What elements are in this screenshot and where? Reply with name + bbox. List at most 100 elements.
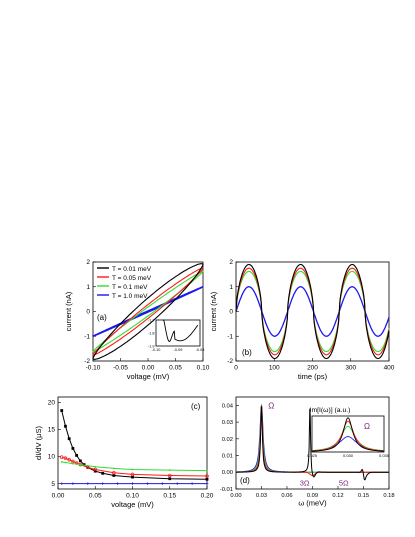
panel-d-label: (d)	[240, 476, 250, 485]
panel-b-xtick-label: 400	[384, 365, 395, 372]
panel-b-label: (b)	[242, 348, 252, 357]
panel-c-ytick-label: 10	[48, 454, 56, 461]
panel-c-point-blue	[86, 482, 90, 485]
panel-d-annotation-omega: Ω	[268, 402, 274, 411]
panel-b-xtick-label: 300	[345, 365, 356, 372]
panel-a-xtick-label: 0.05	[169, 365, 182, 372]
panel-c-xtick-label: 0.00	[52, 493, 65, 500]
panel-b-chart: 0 100 200 300 400 -2 -1 0 1 2 time (ps) current (nA…	[209, 259, 395, 381]
panel-c-point-green	[72, 462, 74, 465]
panel-b-series-blue	[235, 286, 390, 337]
panel-d-inset-series-black	[312, 417, 384, 452]
panel-c-line-green	[61, 461, 208, 472]
panel-b-ytick-label: 0	[229, 309, 233, 316]
panel-b-xtick-label: 100	[269, 365, 280, 372]
panel-c-point-green	[64, 461, 67, 464]
panel-c-chart: 0.00 0.05 0.10 0.15 0.20 5 10 15 20 voltage (mV) d…	[34, 396, 214, 509]
panel-c-xtick-label: 0.10	[126, 493, 139, 500]
panel-c-point-black	[205, 477, 209, 481]
panel-a-inset-ytick-label: -1.7	[148, 318, 155, 322]
panel-c-label: (c)	[191, 402, 201, 411]
panel-c-point-black	[78, 459, 82, 463]
panel-c-point-green	[60, 461, 63, 463]
panel-c-point-black	[131, 475, 134, 479]
panel-d-ytick-label: -0.01	[220, 487, 233, 493]
panel-c-point-blue	[205, 482, 209, 485]
panel-b-ylabel: current (nA)	[209, 291, 218, 331]
panel-c-point-green	[86, 464, 89, 467]
panel-d-ytick-label: 0.00	[222, 470, 233, 476]
panel-d-chart: 0.00 0.03 0.06 0.09 0.12 0.15 0.18-0.010.000.0…	[220, 396, 395, 508]
panel-d-inset-xtick-label: 0.035	[379, 453, 390, 458]
panel-b-series-green	[235, 270, 390, 353]
panel-b-xlabel: time (ps)	[298, 372, 328, 381]
panel-d-inset-xtick-label: 0.030	[343, 453, 354, 458]
panel-d-annotation-5omega: 5Ω	[339, 479, 349, 488]
panel-d-xtick-label: 0.00	[230, 493, 241, 499]
panel-a-xtick-label: -0.05	[113, 365, 128, 372]
panel-a-ytick-label: 0	[86, 309, 90, 316]
panel-d-inset-series-red	[312, 420, 384, 452]
panel-c-point-red	[93, 467, 97, 472]
panel-c-point-blue	[116, 482, 119, 485]
panel-a-series-blue	[92, 285, 204, 338]
panel-c-point-blue	[190, 482, 194, 485]
panel-c-point-blue	[71, 482, 75, 485]
panel-c-line-red	[61, 456, 208, 477]
panel-d-inset-title: Im[I(ω)] (a.u.)	[310, 407, 351, 414]
panel-d-inset-series-green	[311, 425, 385, 452]
panel-c-point-black	[60, 409, 64, 412]
panel-d-xlabel: ω (meV)	[298, 499, 327, 508]
panel-b-ytick-label: 1	[229, 284, 233, 291]
panel-a-inset-xtick-label: -0.10	[152, 348, 161, 352]
panel-a-inset-ytick-label: -1.9	[148, 344, 155, 348]
panel-b-xtick-label: 200	[307, 365, 318, 372]
panel-b-frame	[235, 261, 390, 362]
panel-d-xtick-label: 0.15	[358, 493, 369, 499]
panel-a-xtick-label: 0.00	[142, 365, 155, 372]
panel-b-ytick-label: 2	[229, 259, 233, 266]
panel-c-point-black	[82, 463, 86, 467]
panel-b-ytick-label: -1	[227, 333, 233, 340]
panel-b-ytick-label: -2	[227, 358, 233, 365]
panel-a-inset-curve	[162, 319, 199, 342]
panel-c-point-black	[112, 474, 116, 477]
panel-c-point-blue	[101, 482, 105, 485]
panel-c-line-black	[61, 410, 208, 480]
panel-b-xtick-label: 0	[234, 365, 238, 372]
panel-a-legend-label: T = 0.01 meV	[112, 266, 152, 273]
panel-d-inset-series-blue	[312, 436, 384, 452]
panel-c-xtick-label: 0.05	[89, 493, 102, 500]
panel-d-inset-frame	[311, 415, 385, 453]
panel-d-inset-annotation: Ω	[364, 422, 370, 431]
panel-c-point-black	[101, 471, 105, 475]
panel-c-point-green	[168, 469, 171, 471]
panel-c-point-red	[112, 471, 116, 475]
panel-a-xtick-label: -0.10	[86, 365, 101, 372]
panel-a-ytick-label: -1	[84, 333, 90, 340]
panel-a-ytick-label: 2	[86, 259, 90, 266]
panel-c-point-red	[130, 472, 135, 477]
panel-a-inset-xtick-label: -0.09	[174, 348, 183, 352]
panel-a-ytick-label: -2	[84, 358, 90, 365]
panel-a-series-green	[92, 270, 204, 353]
panel-c-xlabel: voltage (mV)	[111, 500, 154, 509]
panel-a-ylabel: current (nA)	[64, 291, 73, 331]
panel-d-ytick-label: 0.04	[222, 403, 234, 409]
panel-a-xtick-label: 0.10	[197, 365, 210, 372]
panel-c-xtick-label: 0.20	[201, 493, 214, 500]
panel-b-series-red	[235, 267, 390, 356]
panel-c-ylabel: dI/dV (μS)	[34, 426, 43, 460]
panel-c-point-blue	[60, 482, 64, 485]
panel-a-xlabel: voltage (mV)	[127, 372, 170, 381]
panel-c-xtick-label: 0.15	[163, 493, 176, 500]
panel-d-ytick-label: 0.03	[222, 420, 233, 426]
panel-d-xtick-label: 0.18	[383, 493, 394, 499]
panel-c-ytick-label: 5	[51, 481, 55, 488]
panel-c-point-black	[75, 454, 79, 457]
panel-b-series-black	[235, 263, 390, 360]
panel-c-point-red	[63, 456, 68, 460]
panel-c-point-blue	[131, 482, 134, 485]
panel-a-series-black	[92, 263, 204, 360]
